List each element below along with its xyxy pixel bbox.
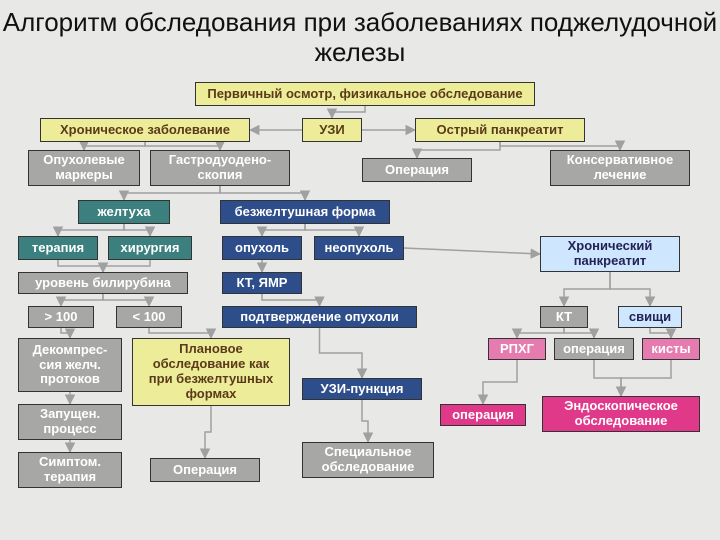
node-chpancr: Хронический панкреатит — [540, 236, 680, 272]
node-gt100: > 100 — [28, 306, 94, 328]
edge — [517, 328, 564, 338]
edge — [84, 142, 145, 150]
node-gastro: Гастродуодено- скопия — [150, 150, 290, 186]
node-uzipunk: УЗИ-пункция — [302, 378, 422, 400]
node-markers: Опухолевые маркеры — [28, 150, 140, 186]
edge — [500, 142, 620, 150]
node-endo: Эндоскопическое обследование — [542, 396, 700, 432]
node-tumor: опухоль — [222, 236, 302, 260]
edge — [650, 328, 671, 338]
node-zap: Запущен. процесс — [18, 404, 122, 440]
edge — [621, 360, 671, 396]
node-notumor: неопухоль — [314, 236, 404, 260]
node-nojaund: безжелтушная форма — [220, 200, 390, 224]
edge — [564, 328, 594, 338]
node-decomp: Декомпрес- сия желч. протоков — [18, 338, 122, 392]
node-plan: Плановое обследование как при безжелтушн… — [132, 338, 290, 406]
node-svishi: свищи — [618, 306, 682, 328]
node-jaund: желтуха — [78, 200, 170, 224]
edge — [320, 328, 363, 378]
node-surg: хирургия — [108, 236, 192, 260]
edge — [404, 248, 540, 254]
edge — [149, 328, 211, 338]
edge — [417, 142, 500, 158]
node-confirm: подтверждение опухоли — [222, 306, 417, 328]
node-op3: операция — [440, 404, 526, 426]
page-title: Алгоритм обследования при заболеваниях п… — [0, 8, 720, 68]
edge — [483, 360, 517, 404]
node-exam: Первичный осмотр, физикальное обследован… — [195, 82, 535, 106]
edge — [564, 272, 610, 306]
node-kt: КТ — [540, 306, 588, 328]
edge — [61, 328, 70, 338]
edge — [220, 186, 305, 200]
edge — [124, 186, 220, 200]
node-op2: операция — [554, 338, 634, 360]
node-acute: Острый панкреатит — [415, 118, 585, 142]
edge — [594, 360, 621, 396]
edge — [262, 224, 305, 236]
edge — [124, 224, 150, 236]
node-op4: Операция — [150, 458, 260, 482]
node-opcons: Операция — [362, 158, 472, 182]
edge — [205, 406, 211, 458]
edge — [103, 260, 150, 272]
edge — [103, 294, 149, 306]
edge — [362, 400, 368, 442]
node-lt100: < 100 — [116, 306, 182, 328]
edge — [58, 224, 124, 236]
node-rpxg: РПХГ — [488, 338, 546, 360]
edge — [145, 142, 220, 150]
node-ktymr: КТ, ЯМР — [222, 272, 302, 294]
node-ther: терапия — [18, 236, 98, 260]
node-chronic: Хроническое заболевание — [40, 118, 250, 142]
node-spec: Специальное обследование — [302, 442, 434, 478]
node-bilir: уровень билирубина — [18, 272, 188, 294]
node-cons: Консервативное лечение — [550, 150, 690, 186]
node-sympt: Симптом. терапия — [18, 452, 122, 488]
edge — [61, 294, 103, 306]
edge — [610, 272, 650, 306]
edge — [262, 294, 320, 306]
edge — [58, 260, 103, 272]
edge — [332, 106, 365, 118]
node-kisty: кисты — [642, 338, 700, 360]
node-uzi: УЗИ — [302, 118, 362, 142]
edge — [305, 224, 359, 236]
